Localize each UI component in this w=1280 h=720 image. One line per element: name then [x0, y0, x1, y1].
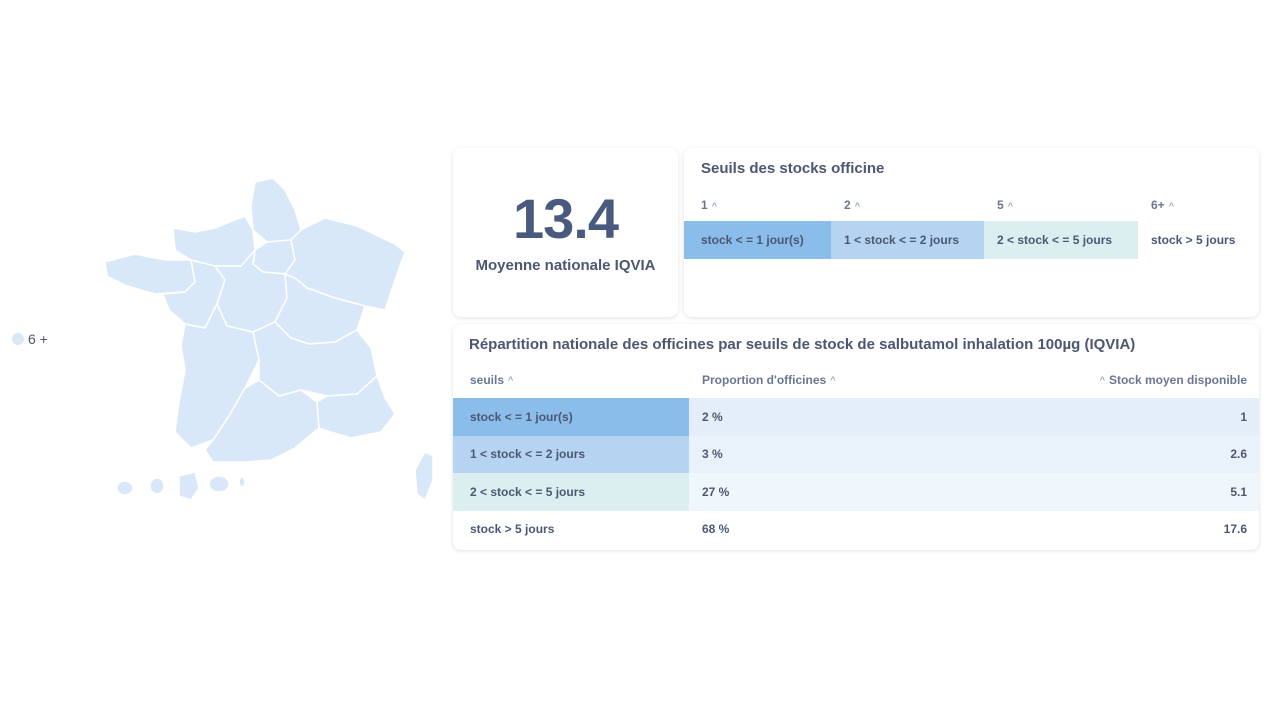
sort-ascending-icon[interactable]: ^ — [854, 200, 860, 211]
sort-ascending-icon[interactable]: ^ — [1099, 375, 1105, 385]
table-row[interactable]: 1 < stock < = 2 jours 3 % 2.6 — [453, 435, 1259, 473]
cell-seuil: 1 < stock < = 2 jours — [453, 435, 689, 473]
island-mayotte[interactable] — [238, 476, 246, 488]
kpi-value: 13.4 — [513, 187, 619, 250]
region-bretagne[interactable] — [104, 253, 196, 295]
table-row[interactable]: 2 < stock < = 5 jours 27 % 5.1 — [453, 473, 1259, 511]
thresholds-cell-2[interactable]: 1 < stock < = 2 jours — [831, 220, 984, 259]
header-seuils-label: seuils — [470, 373, 505, 387]
legend-swatch — [12, 333, 24, 345]
cell-stock: 5.1 — [1230, 484, 1247, 499]
thresholds-col-6plus-label: 6+ — [1151, 197, 1165, 212]
sort-ascending-icon[interactable]: ^ — [1007, 200, 1013, 211]
repartition-table: seuils ^ Proportion d'officines ^ ^ Stock m… — [453, 362, 1259, 548]
cell-proportion: 3 % — [702, 447, 723, 462]
sort-ascending-icon[interactable]: ^ — [711, 200, 717, 211]
map-legend: 6 + — [12, 331, 48, 347]
table-row[interactable]: stock > 5 jours 68 % 17.6 — [453, 510, 1259, 548]
thresholds-col-1-label: 1 — [701, 197, 708, 212]
thresholds-col-1[interactable]: 1 ^ — [684, 198, 831, 212]
thresholds-cell-6plus[interactable]: stock > 5 jours — [1138, 220, 1259, 259]
island-guyane[interactable] — [178, 471, 200, 501]
region-normandie[interactable] — [172, 215, 256, 267]
kpi-card: 13.4 Moyenne nationale IQVIA — [453, 148, 678, 317]
thresholds-title: Seuils des stocks officine — [701, 160, 885, 177]
thresholds-header-row: 1 ^ 2 ^ 5 ^ 6+ ^ — [684, 188, 1259, 221]
region-hauts-de-france[interactable] — [250, 177, 302, 243]
table-row[interactable]: stock < = 1 jour(s) 2 % 1 — [453, 398, 1259, 436]
france-regions-svg[interactable] — [95, 170, 440, 510]
cell-stock: 17.6 — [1223, 522, 1247, 537]
sort-ascending-icon[interactable]: ^ — [1168, 200, 1174, 211]
cell-seuil: stock > 5 jours — [470, 522, 555, 537]
cell-proportion: 2 % — [702, 409, 723, 424]
cell-proportion: 68 % — [702, 522, 730, 537]
france-map[interactable] — [95, 170, 440, 510]
header-seuils[interactable]: seuils ^ — [453, 362, 689, 398]
thresholds-value-row: stock < = 1 jour(s) 1 < stock < = 2 jour… — [684, 220, 1259, 259]
thresholds-col-6plus[interactable]: 6+ ^ — [1138, 198, 1259, 212]
thresholds-cell-5[interactable]: 2 < stock < = 5 jours — [984, 220, 1138, 259]
region-provence-alpes-cote-dazur[interactable] — [316, 374, 396, 439]
cell-seuil: 2 < stock < = 5 jours — [453, 473, 689, 511]
sort-ascending-icon[interactable]: ^ — [508, 375, 514, 385]
cell-stock: 2.6 — [1230, 447, 1247, 462]
sort-ascending-icon[interactable]: ^ — [830, 375, 836, 385]
thresholds-col-2-label: 2 — [844, 197, 851, 212]
island-martinique[interactable] — [149, 477, 165, 495]
thresholds-cell-1[interactable]: stock < = 1 jour(s) — [684, 220, 831, 259]
region-corse[interactable] — [414, 451, 434, 502]
cell-seuil: stock < = 1 jour(s) — [453, 398, 689, 436]
header-stock-moyen-label: Stock moyen disponible — [1108, 373, 1247, 387]
header-proportion-label: Proportion d'officines — [702, 373, 827, 387]
island-reunion[interactable] — [208, 475, 230, 493]
thresholds-table: 1 ^ 2 ^ 5 ^ 6+ ^ stock < = 1 jour(s) 1 < sto… — [684, 188, 1259, 259]
header-stock-moyen[interactable]: ^ Stock moyen disponible — [939, 362, 1259, 398]
kpi-label: Moyenne nationale IQVIA — [475, 257, 656, 274]
repartition-title: Répartition nationale des officines par … — [469, 336, 1136, 353]
thresholds-col-2[interactable]: 2 ^ — [831, 198, 984, 212]
repartition-header-row: seuils ^ Proportion d'officines ^ ^ Stock m… — [453, 362, 1259, 398]
cell-stock: 1 — [1240, 409, 1247, 424]
thresholds-col-5-label: 5 — [997, 197, 1004, 212]
thresholds-card: Seuils des stocks officine 1 ^ 2 ^ 5 ^ 6+ ^ … — [684, 148, 1259, 317]
cell-proportion: 27 % — [702, 484, 730, 499]
thresholds-col-5[interactable]: 5 ^ — [984, 198, 1138, 212]
island-guadeloupe[interactable] — [116, 480, 134, 496]
legend-label: 6 + — [28, 331, 48, 347]
repartition-card: Répartition nationale des officines par … — [453, 324, 1259, 550]
region-occitanie[interactable] — [204, 379, 320, 463]
header-proportion[interactable]: Proportion d'officines ^ — [689, 362, 939, 398]
